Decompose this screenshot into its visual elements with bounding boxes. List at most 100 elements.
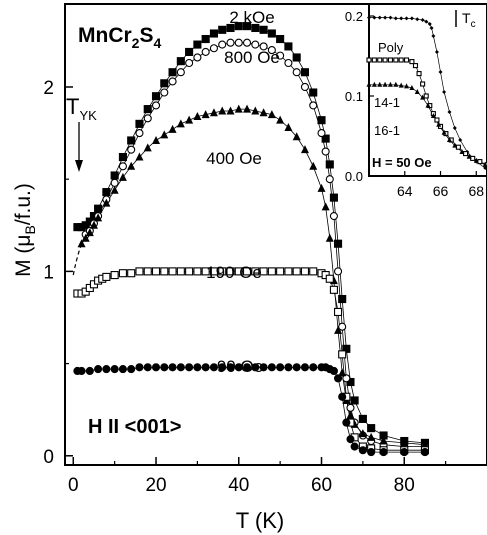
inset-data-point-16-1 [430,113,436,118]
inset-data-point-poly [452,126,457,130]
data-point-190-oe [209,267,218,276]
inset-y-tick-label: 0.2 [345,9,363,24]
data-point-2-koe [110,171,119,180]
inset-x-tick-label: 66 [433,183,449,199]
data-point-190-oe [110,271,119,280]
data-point-400-oe [110,185,119,194]
inset-data-point-poly [415,17,420,22]
data-point-2-koe [329,193,338,202]
series-label: 400 Oe [206,149,262,168]
inset-data-point-14-1 [393,57,399,63]
data-point-190-oe [201,267,210,276]
main-plot-frame [64,3,487,466]
inset-data-point-16-1 [420,94,426,100]
inset-data-point-poly [388,15,393,20]
data-point-2-koe [160,79,169,88]
data-point-800-oe [151,101,161,110]
x-tick-label: 80 [394,475,415,496]
data-point-90-oe [400,448,409,457]
tyk-arrow [75,122,83,172]
data-point-800-oe [110,178,119,187]
data-point-190-oe [276,267,285,276]
data-point-90-oe [346,435,355,444]
x-axis-label: T (K) [236,508,284,533]
data-point-800-oe [276,51,285,60]
data-point-2-koe [325,160,334,169]
data-point-800-oe [292,68,301,77]
inset-data-point-14-1 [412,63,419,69]
data-point-190-oe [251,267,260,276]
data-point-190-oe [218,267,227,276]
data-point-2-koe [176,57,185,66]
inset-data-point-16-1 [414,89,420,94]
data-point-2-koe [218,25,227,34]
data-point-400-oe [176,119,185,128]
inset-y-tick-label: 0.1 [345,89,363,104]
data-point-90-oe [110,365,119,374]
inset-data-point-poly [393,16,398,21]
data-point-90-oe [176,363,185,372]
data-point-190-oe [193,267,202,276]
inset-data-point-16-1 [393,81,399,87]
data-point-190-oe [325,274,334,283]
data-point-2-koe [201,34,210,44]
data-point-190-oe [151,267,161,276]
data-point-90-oe [329,366,338,376]
data-point-2-koe [143,105,152,114]
data-point-90-oe [379,448,388,457]
data-point-2-koe [358,414,367,423]
data-point-800-oe [209,44,218,53]
data-point-190-oe [259,267,268,276]
data-point-800-oe [185,58,194,68]
data-point-800-oe [346,403,355,412]
inset-data-point-16-1 [387,81,393,87]
data-point-400-oe [143,143,152,152]
data-point-190-oe [309,267,318,276]
tyk-extrapolation-line [72,234,87,276]
x-tick-label: 20 [145,475,166,496]
inset-data-point-14-1 [434,117,440,123]
inset-data-point-14-1 [377,57,383,63]
data-point-90-oe [342,418,351,427]
data-point-400-oe [168,124,177,133]
inset-data-point-14-1 [382,57,388,63]
data-point-800-oe [284,58,293,68]
data-point-190-oe [267,267,276,276]
data-point-2-koe [135,119,144,128]
data-point-2-koe [350,396,359,405]
data-point-2-koe [242,22,252,31]
data-point-90-oe [185,363,194,372]
data-point-90-oe [77,366,86,376]
y-axis-label: M (μB/f.u.) [12,183,38,277]
data-point-800-oe [201,47,210,56]
inset-data-point-poly [431,34,436,38]
inset-data-point-14-1 [387,57,394,63]
data-point-2-koe [168,68,177,77]
data-point-90-oe [350,442,359,451]
y-tick-label: 1 [43,262,54,283]
data-point-400-oe [334,325,343,334]
data-point-400-oe [276,115,285,124]
condition-label: H II <001> [88,416,181,438]
inset-data-point-poly [409,16,414,21]
data-point-2-koe [118,153,127,162]
inset-data-point-16-1 [459,149,465,154]
data-point-800-oe [325,175,334,184]
data-point-400-oe [259,108,268,117]
data-point-800-oe [118,162,127,171]
data-point-2-koe [151,92,161,101]
data-point-800-oe [218,40,227,49]
data-point-190-oe [176,267,185,276]
data-point-2-koe [267,29,276,38]
data-point-400-oe [77,239,86,248]
data-point-2-koe [193,40,202,49]
data-point-190-oe [329,285,338,294]
data-point-2-koe [226,23,235,33]
inset-data-point-14-1 [420,81,426,87]
inset-data-point-16-1 [398,82,404,88]
data-point-90-oe [242,363,252,372]
data-point-2-koe [342,344,351,353]
inset-data-point-14-1 [403,57,410,63]
data-point-90-oe [85,366,94,376]
data-point-800-oe [251,40,260,49]
